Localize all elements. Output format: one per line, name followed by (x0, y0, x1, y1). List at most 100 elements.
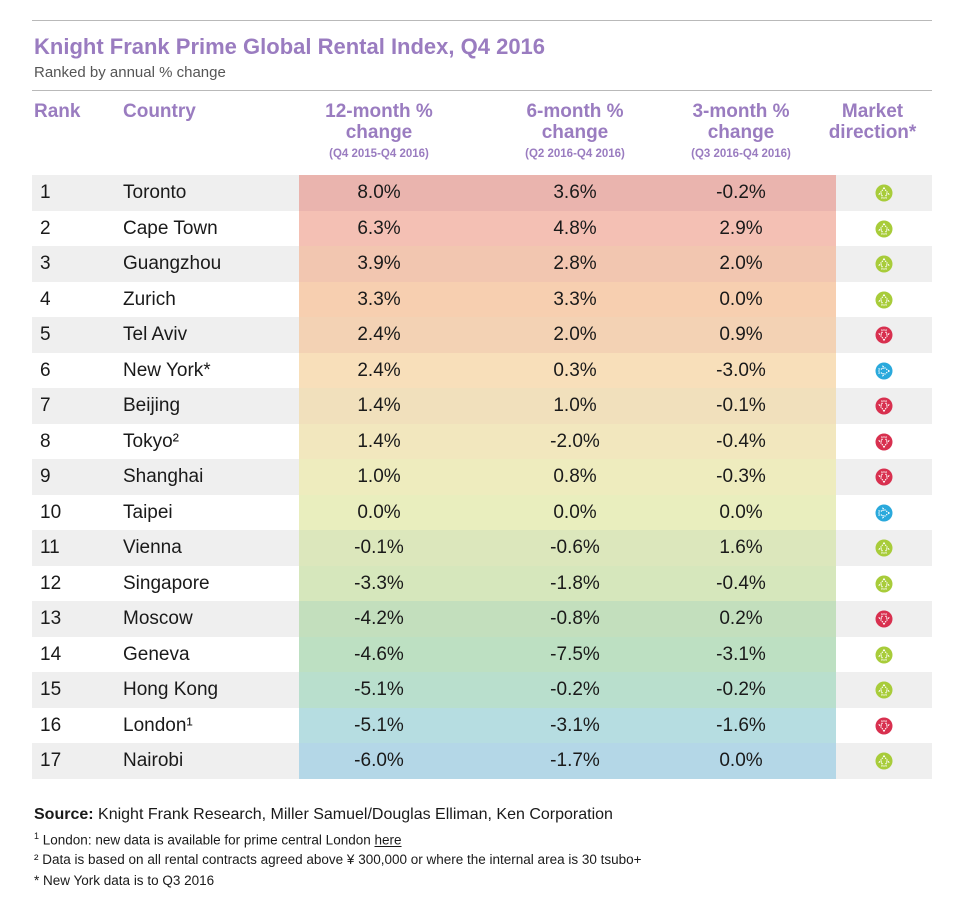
rank-cell: 8 (40, 430, 51, 452)
header-6-month-label: 6-month % change (526, 101, 624, 143)
footnote-1-mark: 1 (34, 831, 40, 841)
rank-cell: 11 (40, 537, 60, 558)
twelve-month-cell: -5.1% (354, 714, 404, 736)
six-month-cell: 0.3% (553, 359, 597, 381)
twelve-month-cell: 0.0% (357, 501, 401, 523)
market-flat-icon (875, 504, 893, 521)
table-row: 3 Guangzhou 3.9% 2.8% 2.0% (32, 246, 932, 282)
heat-band (299, 530, 836, 566)
rank-cell: 9 (40, 466, 51, 487)
city-cell: Toronto (123, 182, 187, 203)
header-rank: Rank (34, 101, 81, 122)
market-up-icon (875, 539, 893, 557)
heat-band (299, 636, 836, 672)
rank-cell: 7 (40, 395, 51, 416)
heat-band (299, 707, 836, 743)
rank-cell: 14 (40, 643, 62, 665)
six-month-cell: -0.2% (550, 679, 600, 700)
footnote-1-text: London: new data is available for prime … (39, 832, 375, 848)
table-row: 16 London¹ -5.1% -3.1% -1.6% (32, 707, 932, 743)
footnote-3: * New York data is to Q3 2016 (34, 873, 215, 888)
market-down-icon (875, 433, 893, 450)
city-cell: Nairobi (123, 750, 184, 771)
heat-band (299, 494, 836, 530)
rank-cell: 15 (40, 679, 62, 700)
rank-cell: 3 (40, 253, 51, 274)
table-row: 1 Toronto 8.0% 3.6% -0.2% (32, 175, 932, 211)
city-cell: London¹ (123, 714, 193, 736)
six-month-cell: -0.8% (550, 608, 600, 629)
twelve-month-cell: 3.3% (357, 288, 401, 310)
heat-band (299, 388, 836, 424)
city-cell: Tel Aviv (123, 324, 188, 345)
market-down-icon (875, 717, 893, 734)
six-month-cell: 2.0% (553, 324, 597, 345)
city-cell: Singapore (123, 572, 210, 594)
city-cell: New York* (123, 359, 211, 381)
rank-cell: 10 (40, 501, 62, 523)
twelve-month-cell: -3.3% (354, 572, 404, 594)
chart-title: Knight Frank Prime Global Rental Index, … (34, 34, 546, 59)
twelve-month-cell: 6.3% (357, 217, 401, 239)
city-cell: Moscow (123, 608, 193, 629)
table-row: 5 Tel Aviv 2.4% 2.0% 0.9% (32, 317, 932, 353)
market-down-icon (875, 468, 893, 486)
table-row: 11 Vienna -0.1% -0.6% 1.6% (32, 530, 932, 566)
three-month-cell: -3.1% (716, 643, 766, 665)
six-month-cell: -3.1% (550, 714, 600, 736)
footnote-1-link[interactable]: here (374, 832, 402, 848)
heat-band (299, 459, 836, 495)
city-cell: Tokyo² (123, 430, 179, 452)
rank-cell: 13 (40, 608, 62, 629)
city-cell: Cape Town (123, 217, 218, 239)
twelve-month-cell: -4.6% (354, 643, 404, 665)
rank-cell: 4 (40, 288, 51, 310)
header-3-month-label: 3-month % change (692, 101, 790, 143)
rank-cell: 1 (40, 182, 51, 203)
chart-subtitle: Ranked by annual % change (34, 64, 226, 81)
three-month-cell: -0.3% (716, 466, 766, 487)
heat-band (299, 210, 836, 246)
header-rule (32, 90, 932, 91)
heat-band (299, 352, 836, 388)
three-month-cell: 0.0% (719, 501, 763, 523)
twelve-month-cell: -0.1% (354, 537, 404, 558)
three-month-cell: 0.0% (719, 750, 763, 771)
table-row: 4 Zurich 3.3% 3.3% 0.0% (32, 281, 932, 317)
heat-band (299, 672, 836, 708)
market-up-icon (875, 291, 893, 308)
six-month-cell: 0.0% (553, 501, 597, 523)
city-cell: Zurich (123, 288, 176, 310)
six-month-cell: 3.6% (553, 182, 597, 203)
header-6-month-period: (Q2 2016-Q4 2016) (525, 148, 625, 160)
three-month-cell: -3.0% (716, 359, 766, 381)
twelve-month-cell: -4.2% (354, 608, 404, 629)
table-row: 9 Shanghai 1.0% 0.8% -0.3% (32, 459, 932, 495)
heat-band (299, 317, 836, 353)
market-up-icon (875, 575, 893, 592)
twelve-month-cell: -6.0% (354, 750, 404, 771)
market-up-icon (875, 681, 893, 699)
table-row: 15 Hong Kong -5.1% -0.2% -0.2% (32, 672, 932, 708)
twelve-month-cell: 1.4% (357, 430, 401, 452)
city-cell: Beijing (123, 395, 181, 416)
market-up-icon (875, 184, 893, 202)
three-month-cell: -0.4% (716, 572, 766, 594)
market-up-icon (875, 646, 893, 663)
rank-cell: 6 (40, 359, 51, 381)
rank-cell: 12 (40, 572, 62, 594)
city-cell: Hong Kong (123, 679, 219, 700)
six-month-cell: 2.8% (553, 253, 597, 274)
table-row: 10 Taipei 0.0% 0.0% 0.0% (32, 494, 932, 530)
six-month-cell: 3.3% (553, 288, 597, 310)
rental-index-table: 1 Toronto 8.0% 3.6% -0.2% 2 Cape Town 6.3% 4.8% 2… (32, 175, 932, 779)
city-cell: Vienna (123, 537, 182, 558)
city-cell: Taipei (123, 501, 173, 523)
twelve-month-cell: 1.0% (357, 466, 401, 487)
rank-cell: 2 (40, 217, 51, 239)
twelve-month-cell: 8.0% (357, 182, 401, 203)
market-up-icon (875, 255, 893, 273)
market-flat-icon (875, 362, 893, 379)
header-3-month: 3-month % change (Q3 2016-Q4 2016) (656, 101, 826, 162)
rank-cell: 17 (40, 750, 62, 771)
